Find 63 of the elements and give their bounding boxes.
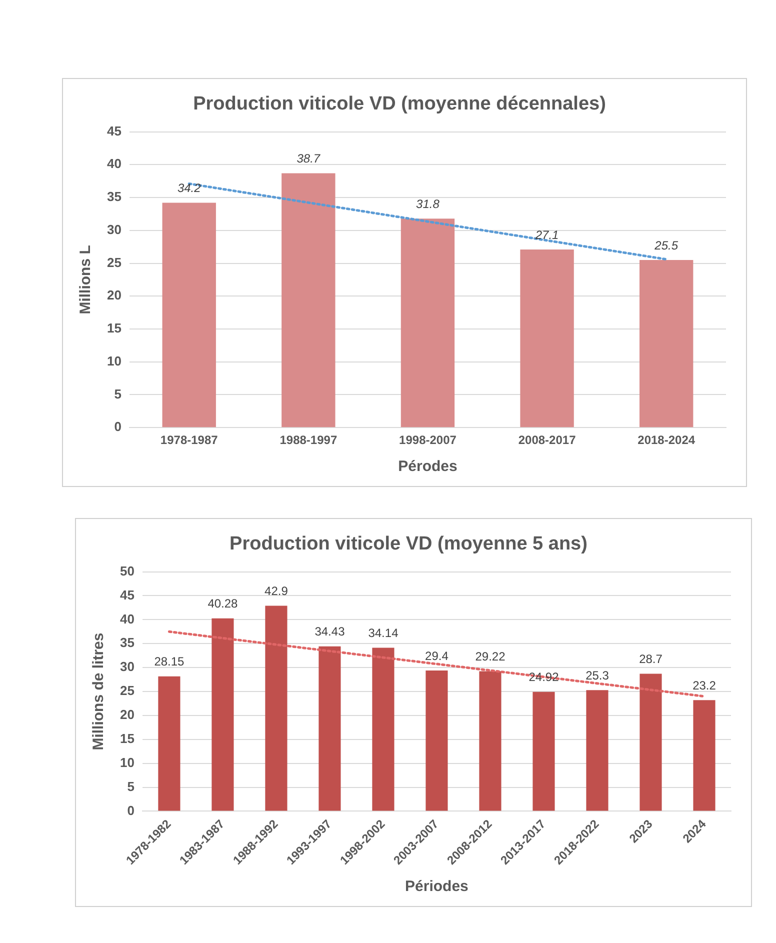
data-label: 42.9 xyxy=(264,584,288,598)
y-tick-label: 45 xyxy=(120,587,134,602)
y-tick-label: 50 xyxy=(120,563,134,578)
data-label: 29.22 xyxy=(475,650,506,664)
y-tick-label: 10 xyxy=(120,754,134,770)
bar xyxy=(265,606,288,811)
y-tick-label: 35 xyxy=(106,189,122,204)
y-tick-label: 15 xyxy=(120,730,134,746)
x-axis-title: Pérodes xyxy=(398,458,458,476)
y-tick-label: 25 xyxy=(120,683,134,698)
data-label: 31.8 xyxy=(416,196,440,211)
x-tick-label: 1998-2007 xyxy=(399,433,457,448)
data-label: 23.2 xyxy=(692,678,716,692)
y-tick-label: 0 xyxy=(114,419,122,434)
bar xyxy=(426,670,448,811)
bar xyxy=(520,249,574,428)
bar xyxy=(479,671,502,811)
data-label: 25.3 xyxy=(586,668,610,682)
y-tick-label: 30 xyxy=(120,659,134,674)
y-axis-title: Millions L xyxy=(77,245,94,314)
y-tick-label: 40 xyxy=(106,156,122,172)
y-tick-label: 0 xyxy=(127,802,134,818)
y-tick-label: 15 xyxy=(106,320,122,336)
bar xyxy=(640,674,662,811)
y-tick-label: 20 xyxy=(106,288,122,303)
bar xyxy=(318,646,341,811)
bar xyxy=(162,202,216,428)
chart-title: Production viticole VD (moyenne décennales) xyxy=(193,94,606,115)
y-tick-label: 5 xyxy=(127,778,134,794)
bar xyxy=(400,218,455,428)
x-axis-title: Périodes xyxy=(405,878,468,896)
y-tick-label: 25 xyxy=(106,254,122,270)
x-tick-label: 1988-1997 xyxy=(280,433,338,448)
data-label: 28.7 xyxy=(639,652,663,666)
data-label: 34.2 xyxy=(177,181,202,196)
bar xyxy=(212,618,234,811)
y-tick-label: 20 xyxy=(120,707,134,722)
y-tick-label: 45 xyxy=(106,123,122,138)
y-axis-title: Millions de litres xyxy=(90,632,108,750)
x-tick-label: 1978-1987 xyxy=(160,433,218,448)
data-label: 34.43 xyxy=(314,624,346,639)
data-label: 27.1 xyxy=(534,228,559,242)
bar xyxy=(586,690,608,811)
y-tick-label: 5 xyxy=(114,386,122,402)
bar xyxy=(693,700,716,811)
data-label: 29.4 xyxy=(425,648,449,663)
y-tick-label: 40 xyxy=(120,611,134,626)
y-tick-label: 35 xyxy=(120,635,134,650)
x-tick-label: 2018-2024 xyxy=(638,433,696,448)
y-tick-label: 30 xyxy=(106,222,122,237)
data-label: 34.14 xyxy=(368,626,399,640)
data-label: 28.15 xyxy=(154,654,185,669)
data-label: 25.5 xyxy=(654,238,678,252)
chart-title: Production viticole VD (moyenne 5 ans) xyxy=(230,534,588,555)
bar xyxy=(532,692,555,811)
y-tick-label: 10 xyxy=(106,353,122,368)
bar xyxy=(158,676,180,811)
data-label: 40.28 xyxy=(208,596,238,611)
data-label: 38.7 xyxy=(296,152,322,166)
bar xyxy=(282,173,336,428)
bar xyxy=(372,648,394,811)
x-tick-label: 2008-2017 xyxy=(518,433,576,448)
bar xyxy=(640,260,694,428)
